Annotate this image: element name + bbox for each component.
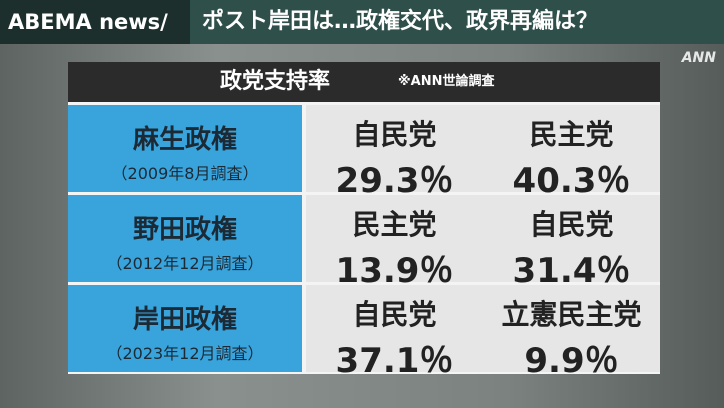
period-cell: 野田政権 （2012年12月調査） [68,195,302,282]
party-result: 民主党 40.3％ [483,105,660,202]
survey-date: （2012年12月調査） [106,254,264,273]
party-result: 自民党 37.1％ [306,285,483,382]
period-name: 岸田政権 [132,305,237,335]
support-rate: 31.4％ [512,251,631,291]
period-cell: 麻生政権 （2009年8月調査） [68,105,302,192]
party-result: 自民党 29.3％ [306,105,483,202]
table-header: 政党支持率 ※ANN世論調査 [68,62,660,102]
table-note: ※ANN世論調査 [398,74,495,89]
table: 政党支持率 ※ANN世論調査 麻生政権 （2009年8月調査） 自民党 29.3％ 民主… [68,62,660,381]
support-rate: 29.3％ [335,161,454,201]
period-name: 麻生政権 [132,125,237,155]
support-rate: 37.1％ [335,341,454,381]
party-result: 立憲民主党 9.9％ [483,285,660,382]
period-name: 野田政権 [132,215,237,245]
table-title: 政党支持率 [220,69,331,94]
result-cell: 民主党 13.9％ 自民党 31.4％ [306,195,660,291]
party-name: 民主党 [352,208,437,241]
party-result: 民主党 13.9％ [306,195,483,292]
party-result: 自民党 31.4％ [483,195,660,292]
headline: ポスト岸田は…政権交代、政界再編は？ [202,9,599,34]
watermark: ANN [681,50,716,66]
top-bar: ABEMA news/ ポスト岸田は…政権交代、政界再編は？ [0,0,724,44]
period-cell: 岸田政権 （2023年12月調査） [68,285,302,372]
support-rate: 9.9％ [524,341,619,381]
support-rate: 13.9％ [335,251,454,291]
party-name: 自民党 [529,208,614,241]
survey-date: （2009年8月調査） [111,164,259,183]
party-name: 自民党 [352,298,437,331]
brand-logo[interactable]: ABEMA news/ [0,0,190,44]
result-cell: 自民党 37.1％ 立憲民主党 9.9％ [306,285,660,381]
party-name: 自民党 [352,118,437,151]
result-cell: 自民党 29.3％ 民主党 40.3％ [306,105,660,201]
support-rate: 40.3％ [512,161,631,201]
party-name: 立憲民主党 [501,298,642,331]
party-name: 民主党 [529,118,614,151]
survey-date: （2023年12月調査） [106,344,264,363]
